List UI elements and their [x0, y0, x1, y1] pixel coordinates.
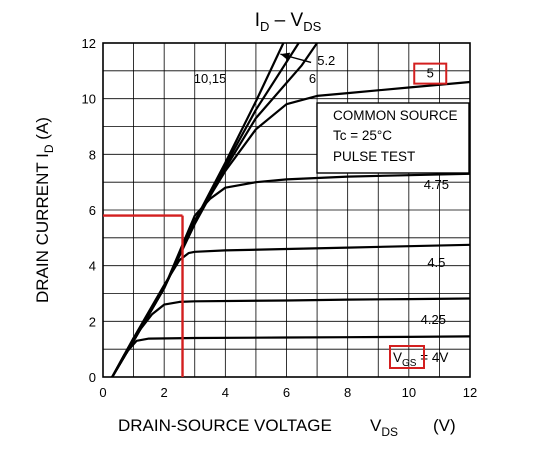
vgs-value: = 4V: [416, 350, 448, 365]
title-subscript-2: DS: [303, 19, 321, 34]
series-label: 4.5: [427, 255, 445, 270]
y-tick-label: 4: [89, 259, 96, 274]
conditions-box: COMMON SOURCE Tc = 25°C PULSE TEST: [316, 102, 470, 174]
x-axis-subscript: DS: [381, 425, 398, 439]
curve-vgs-4-25: [111, 297, 471, 378]
plot-frame: [102, 42, 471, 378]
vgs-subscript: GS: [402, 358, 417, 369]
x-tick-label: 0: [99, 385, 106, 400]
conditions-box-frame: [316, 102, 470, 174]
y-tick-label: 12: [82, 36, 96, 51]
title-separator: – V: [269, 10, 303, 31]
y-tick-label: 10: [82, 92, 96, 107]
series-label: 5: [427, 66, 434, 81]
x-tick-label: 8: [344, 385, 351, 400]
x-axis-label: DRAIN-SOURCE VOLTAGE: [118, 416, 332, 435]
x-tick-label: 10: [402, 385, 416, 400]
x-axis-symbol-label: VDS: [370, 416, 398, 439]
x-axis-unit: (V): [433, 416, 456, 435]
y-axis-subscript: D: [42, 144, 56, 153]
series-label: 6: [309, 71, 316, 86]
x-tick-label: 6: [283, 385, 290, 400]
vgs-symbol: V: [393, 350, 402, 365]
y-tick-label: 8: [89, 147, 96, 162]
vgs-label: VGS = 4V: [393, 350, 448, 369]
chart-title: ID – VDS: [255, 10, 322, 34]
curve-vgs-vgs-4v: [111, 335, 471, 378]
y-tick-label: 2: [89, 314, 96, 329]
x-tick-label: 2: [161, 385, 168, 400]
plot-grid: [103, 43, 470, 377]
highlight-annotations: [103, 62, 448, 377]
conditions-line-3: PULSE TEST: [333, 149, 415, 164]
y-tick-label: 6: [89, 203, 96, 218]
y-axis-label: DRAIN CURRENT ID (A): [33, 117, 56, 303]
highlight-box-vgs-5: [413, 62, 448, 85]
title-subscript: D: [260, 19, 269, 34]
tick-labels: 0 2 4 6 8 10 12 0 2 4 6 8 10 12: [82, 36, 478, 400]
highlight-box-vgs: [389, 345, 425, 369]
x-tick-label: 4: [222, 385, 229, 400]
series-label: 4.75: [424, 177, 449, 192]
curve-vgs-4-75: [111, 172, 471, 378]
series-label: 10,15: [194, 71, 227, 86]
series-label: 5.2: [317, 53, 335, 68]
curves-group: [111, 42, 471, 378]
y-tick-label: 0: [89, 370, 96, 385]
series-label: 4.25: [421, 312, 446, 327]
series-labels: 10,15 65.2 5 4.75 4.5 4.25: [194, 52, 449, 327]
conditions-line-1: COMMON SOURCE: [333, 108, 458, 123]
curve-vgs-4-5: [111, 243, 471, 378]
conditions-line-2: Tc = 25°C: [333, 128, 392, 143]
x-axis-symbol: V: [370, 416, 382, 435]
y-axis-symbol: I: [33, 153, 52, 158]
x-tick-label: 12: [463, 385, 477, 400]
title-symbol: I: [255, 10, 260, 31]
y-axis-unit: (A): [33, 117, 52, 140]
annotation-arrow-head: [280, 52, 291, 61]
x-axis-label-text: DRAIN-SOURCE VOLTAGE: [118, 416, 332, 435]
y-axis-label-text: DRAIN CURRENT: [33, 163, 52, 303]
